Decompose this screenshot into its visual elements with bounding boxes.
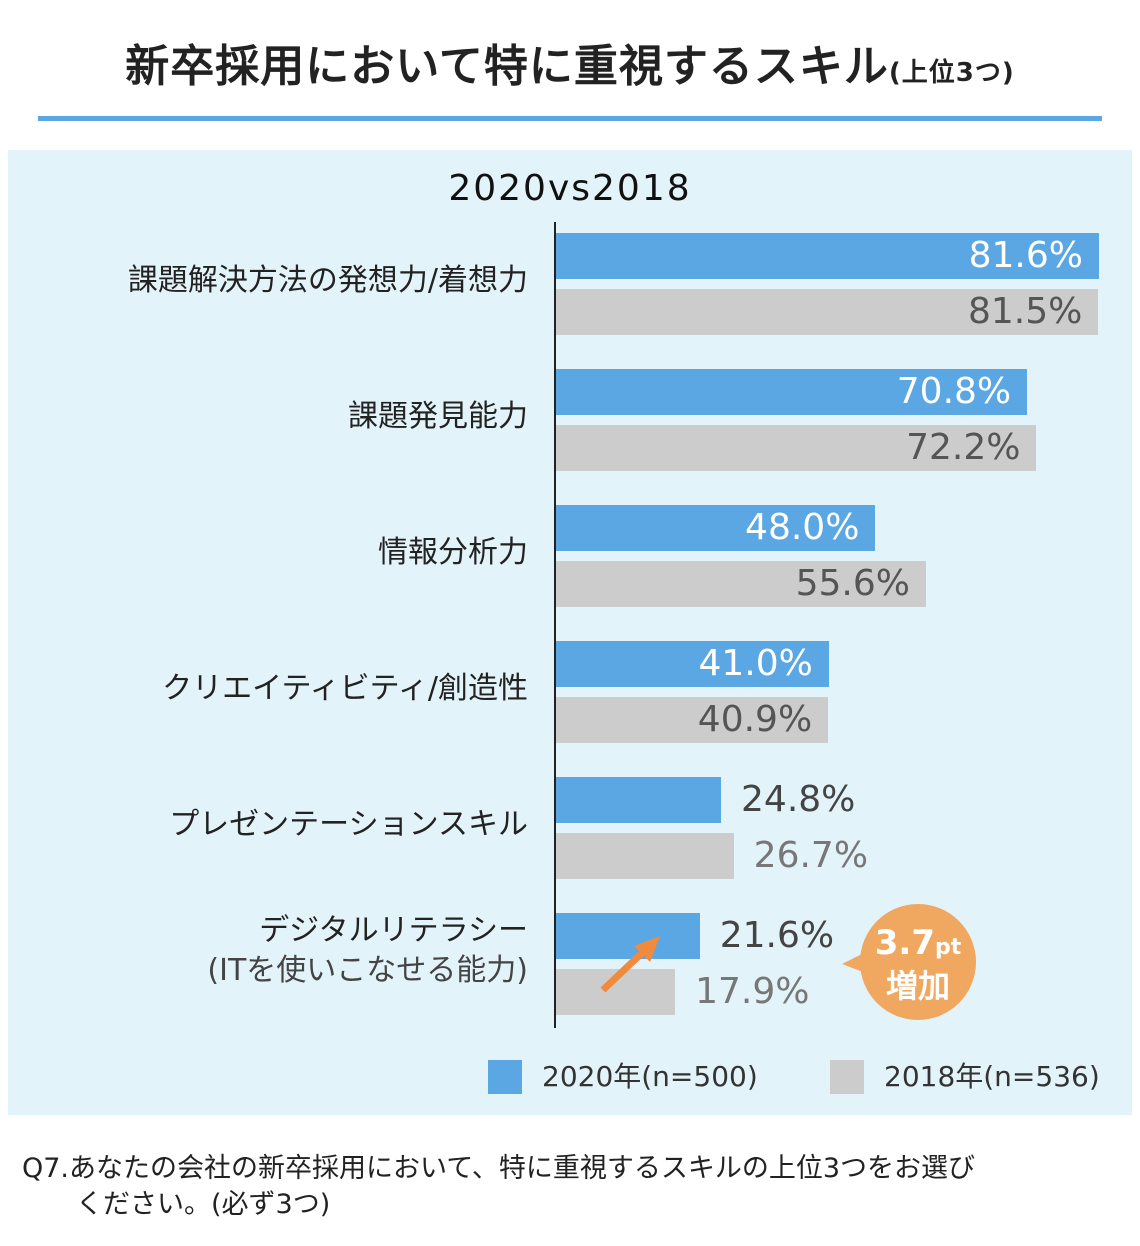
title-main: 新卒採用において特に重視するスキル bbox=[125, 41, 889, 92]
category-text: デジタルリテラシー bbox=[259, 913, 528, 948]
bar-2018 bbox=[556, 561, 926, 607]
bar-2018 bbox=[556, 289, 1099, 335]
value-label: 26.7% bbox=[753, 835, 869, 876]
value-label: 81.5% bbox=[967, 291, 1083, 332]
value-label: 17.9% bbox=[695, 971, 810, 1012]
bar-2020 bbox=[556, 369, 1028, 415]
category-label: プレゼンテーションスキル bbox=[169, 805, 528, 845]
category-label: 情報分析力 bbox=[378, 533, 528, 573]
value-label: 70.8% bbox=[896, 371, 1012, 412]
category-text: プレゼンテーションスキル bbox=[169, 807, 528, 842]
category-label: クリエイティビティ/創造性 bbox=[162, 669, 528, 709]
category-text: 情報分析力 bbox=[378, 535, 528, 570]
footnote-line2: ください。(必ず3つ) bbox=[76, 1189, 331, 1220]
bar-2020 bbox=[556, 505, 876, 551]
value-label: 24.8% bbox=[741, 779, 856, 820]
callout-value: 3.7 bbox=[874, 923, 935, 963]
category-label: 課題発見能力 bbox=[348, 397, 528, 437]
page-title: 新卒採用において特に重視するスキル(上位3つ) bbox=[0, 30, 1140, 94]
value-label: 41.0% bbox=[698, 643, 813, 684]
y-axis-line bbox=[554, 222, 556, 1028]
value-label: 48.0% bbox=[745, 507, 860, 548]
legend-label: 2018年(n=536) bbox=[884, 1060, 1100, 1093]
value-label: 40.9% bbox=[697, 699, 813, 740]
callout-unit: pt bbox=[934, 935, 962, 960]
category-label: デジタルリテラシー (ITを使いこなせる能力) bbox=[207, 911, 528, 991]
bar-2020 bbox=[556, 913, 700, 959]
category-text: 課題解決方法の発想力/着想力 bbox=[127, 263, 528, 298]
legend-label: 2020年(n=500) bbox=[542, 1060, 758, 1093]
value-label: 81.6% bbox=[968, 235, 1083, 276]
increase-callout: 3.7pt 増加 bbox=[860, 904, 976, 1020]
legend-swatch bbox=[830, 1060, 864, 1094]
value-label: 21.6% bbox=[719, 915, 835, 956]
value-label: 72.2% bbox=[906, 427, 1021, 468]
bar-2020 bbox=[556, 641, 829, 687]
chart-title: 2020vs2018 bbox=[448, 168, 692, 209]
callout-text: 増加 bbox=[885, 967, 950, 1005]
footnote-line1: Q7.あなたの会社の新卒採用において、特に重視するスキルの上位3つをお選び bbox=[22, 1153, 976, 1184]
title-underline bbox=[38, 116, 1102, 121]
bar-2020 bbox=[556, 233, 1099, 279]
bar-2018 bbox=[556, 425, 1037, 471]
category-note: (ITを使いこなせる能力) bbox=[207, 953, 528, 988]
bar-2018 bbox=[556, 697, 829, 743]
legend-2018: 2018年(n=536) bbox=[830, 1060, 1100, 1094]
category-text: 課題発見能力 bbox=[348, 399, 528, 434]
legend-2020: 2020年(n=500) bbox=[488, 1060, 758, 1094]
bar-2020 bbox=[556, 777, 722, 823]
legend-swatch bbox=[488, 1060, 522, 1094]
title-suffix: (上位3つ) bbox=[888, 58, 1015, 88]
value-label: 55.6% bbox=[795, 563, 910, 604]
category-text: クリエイティビティ/創造性 bbox=[162, 671, 528, 706]
category-label: 課題解決方法の発想力/着想力 bbox=[128, 261, 528, 301]
bar-2018 bbox=[556, 833, 734, 879]
